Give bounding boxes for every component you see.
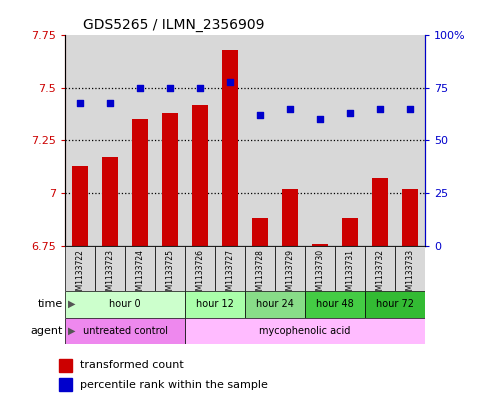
Bar bbox=[185, 35, 215, 246]
Text: GDS5265 / ILMN_2356909: GDS5265 / ILMN_2356909 bbox=[83, 18, 265, 31]
Bar bbox=[65, 291, 185, 318]
Bar bbox=[372, 178, 388, 246]
Text: GSM1133728: GSM1133728 bbox=[256, 249, 265, 300]
Bar bbox=[275, 246, 305, 291]
Bar bbox=[155, 35, 185, 246]
Text: percentile rank within the sample: percentile rank within the sample bbox=[80, 380, 268, 389]
Text: hour 72: hour 72 bbox=[376, 299, 414, 309]
Text: agent: agent bbox=[30, 326, 63, 336]
Bar bbox=[59, 378, 72, 391]
Point bbox=[286, 106, 294, 112]
Text: GSM1133729: GSM1133729 bbox=[285, 249, 295, 300]
Text: GSM1133726: GSM1133726 bbox=[196, 249, 205, 300]
Point bbox=[256, 112, 264, 118]
Bar bbox=[245, 35, 275, 246]
Bar bbox=[72, 166, 88, 246]
Bar bbox=[275, 35, 305, 246]
Text: transformed count: transformed count bbox=[80, 360, 184, 370]
Text: GSM1133724: GSM1133724 bbox=[136, 249, 145, 300]
Point bbox=[76, 99, 84, 106]
Bar bbox=[65, 35, 95, 246]
Text: GSM1133730: GSM1133730 bbox=[315, 249, 325, 300]
Text: GSM1133723: GSM1133723 bbox=[106, 249, 114, 300]
Bar bbox=[245, 291, 305, 318]
Point bbox=[346, 110, 354, 116]
Text: GSM1133732: GSM1133732 bbox=[376, 249, 384, 300]
Point bbox=[136, 85, 144, 91]
Point bbox=[376, 106, 384, 112]
Bar bbox=[395, 35, 425, 246]
Point bbox=[226, 79, 234, 85]
Bar bbox=[222, 50, 239, 246]
Text: hour 0: hour 0 bbox=[109, 299, 141, 309]
Text: GSM1133727: GSM1133727 bbox=[226, 249, 235, 300]
Bar bbox=[95, 246, 125, 291]
Bar bbox=[305, 35, 335, 246]
Bar bbox=[192, 105, 208, 246]
Bar bbox=[162, 113, 178, 246]
Bar bbox=[365, 246, 395, 291]
Bar bbox=[312, 244, 328, 246]
Text: hour 24: hour 24 bbox=[256, 299, 294, 309]
Bar bbox=[185, 246, 215, 291]
Point bbox=[166, 85, 174, 91]
Text: ▶: ▶ bbox=[68, 326, 75, 336]
Bar bbox=[125, 35, 155, 246]
Bar bbox=[155, 246, 185, 291]
Bar bbox=[185, 291, 245, 318]
Text: time: time bbox=[38, 299, 63, 309]
Point bbox=[106, 99, 114, 106]
Text: hour 12: hour 12 bbox=[196, 299, 234, 309]
Bar bbox=[342, 218, 358, 246]
Bar bbox=[65, 246, 95, 291]
Bar bbox=[402, 189, 418, 246]
Point bbox=[316, 116, 324, 123]
Bar bbox=[305, 246, 335, 291]
Text: GSM1133722: GSM1133722 bbox=[76, 249, 85, 300]
Point bbox=[406, 106, 414, 112]
Text: GSM1133731: GSM1133731 bbox=[345, 249, 355, 300]
Bar bbox=[65, 318, 185, 344]
Bar bbox=[335, 246, 365, 291]
Bar bbox=[365, 35, 395, 246]
Bar bbox=[305, 291, 365, 318]
Bar bbox=[215, 246, 245, 291]
Bar bbox=[59, 358, 72, 372]
Bar bbox=[395, 246, 425, 291]
Bar bbox=[365, 291, 425, 318]
Point bbox=[196, 85, 204, 91]
Text: hour 48: hour 48 bbox=[316, 299, 354, 309]
Bar bbox=[95, 35, 125, 246]
Text: mycophenolic acid: mycophenolic acid bbox=[259, 326, 351, 336]
Bar bbox=[215, 35, 245, 246]
Text: GSM1133725: GSM1133725 bbox=[166, 249, 175, 300]
Text: untreated control: untreated control bbox=[83, 326, 168, 336]
Bar bbox=[245, 246, 275, 291]
Bar bbox=[102, 157, 118, 246]
Text: GSM1133733: GSM1133733 bbox=[406, 249, 414, 300]
Bar bbox=[125, 246, 155, 291]
Bar bbox=[282, 189, 298, 246]
Bar bbox=[252, 218, 269, 246]
Text: ▶: ▶ bbox=[68, 299, 75, 309]
Bar bbox=[132, 119, 148, 246]
Bar bbox=[335, 35, 365, 246]
Bar bbox=[185, 318, 425, 344]
